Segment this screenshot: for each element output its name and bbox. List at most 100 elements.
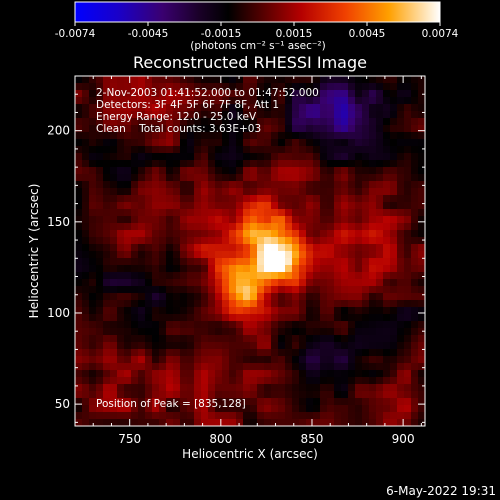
heatmap-cell: [110, 321, 118, 329]
heatmap-cell: [180, 384, 188, 392]
heatmap-cell: [404, 223, 412, 231]
heatmap-cell: [355, 223, 363, 231]
heatmap-cell: [138, 111, 146, 119]
heatmap-cell: [397, 181, 405, 189]
heatmap-cell: [145, 181, 153, 189]
heatmap-cell: [187, 244, 195, 252]
heatmap-cell: [194, 398, 202, 406]
heatmap-cell: [117, 391, 125, 399]
heatmap-cell: [355, 167, 363, 175]
heatmap-cell: [390, 209, 398, 217]
heatmap-cell: [166, 412, 174, 420]
heatmap-cell: [285, 97, 293, 105]
heatmap-cell: [222, 125, 230, 133]
heatmap-cell: [320, 356, 328, 364]
heatmap-cell: [327, 202, 335, 210]
heatmap-cell: [180, 391, 188, 399]
heatmap-cell: [271, 188, 279, 196]
heatmap-cell: [75, 188, 83, 196]
heatmap-cell: [138, 384, 146, 392]
heatmap-cell: [257, 139, 265, 147]
heatmap-cell: [271, 174, 279, 182]
heatmap-cell: [292, 251, 300, 259]
heatmap-cell: [376, 286, 384, 294]
heatmap-cell: [369, 335, 377, 343]
heatmap-cell: [229, 111, 237, 119]
heatmap-cell: [327, 125, 335, 133]
heatmap-cell: [208, 223, 216, 231]
heatmap-cell: [110, 83, 118, 91]
heatmap-cell: [404, 272, 412, 280]
heatmap-cell: [82, 195, 90, 203]
heatmap-cell: [124, 349, 132, 357]
heatmap-cell: [404, 181, 412, 189]
heatmap-cell: [404, 195, 412, 203]
heatmap-cell: [124, 118, 132, 126]
heatmap-cell: [201, 370, 209, 378]
colorbar-tick-label: 0.0045: [349, 28, 386, 40]
heatmap-cell: [397, 76, 405, 84]
heatmap-cell: [383, 314, 391, 322]
heatmap-cell: [96, 118, 104, 126]
heatmap-cell: [404, 125, 412, 133]
heatmap-cell: [320, 279, 328, 287]
heatmap-cell: [194, 167, 202, 175]
heatmap-cell: [75, 293, 83, 301]
heatmap-cell: [376, 349, 384, 357]
heatmap-cell: [180, 279, 188, 287]
heatmap-cell: [278, 384, 286, 392]
heatmap-cell: [110, 153, 118, 161]
heatmap-cell: [243, 293, 251, 301]
heatmap-cell: [89, 293, 97, 301]
heatmap-cell: [103, 370, 111, 378]
heatmap-cell: [222, 174, 230, 182]
heatmap-cell: [96, 258, 104, 266]
heatmap-cell: [82, 237, 90, 245]
heatmap-cell: [313, 153, 321, 161]
heatmap-cell: [278, 419, 286, 426]
heatmap-cell: [82, 188, 90, 196]
heatmap-cell: [278, 265, 286, 273]
heatmap-cell: [334, 377, 342, 385]
heatmap-cell: [299, 132, 307, 140]
heatmap-cell: [327, 111, 335, 119]
heatmap-cell: [187, 160, 195, 168]
heatmap-cell: [124, 230, 132, 238]
heatmap-cell: [173, 83, 181, 91]
heatmap-cell: [418, 76, 425, 84]
heatmap-cell: [222, 419, 230, 426]
heatmap-cell: [117, 146, 125, 154]
heatmap-cell: [348, 391, 356, 399]
heatmap-cell: [215, 153, 223, 161]
heatmap-cell: [264, 328, 272, 336]
heatmap-cell: [376, 384, 384, 392]
heatmap-cell: [243, 216, 251, 224]
heatmap-cell: [320, 265, 328, 273]
heatmap-cell: [376, 279, 384, 287]
heatmap-cell: [327, 104, 335, 112]
heatmap-cell: [145, 356, 153, 364]
heatmap-cell: [264, 146, 272, 154]
heatmap-cell: [89, 153, 97, 161]
heatmap-cell: [278, 258, 286, 266]
heatmap-cell: [229, 90, 237, 98]
heatmap-cell: [348, 321, 356, 329]
heatmap-cell: [348, 356, 356, 364]
heatmap-cell: [299, 370, 307, 378]
heatmap-cell: [355, 195, 363, 203]
heatmap-cell: [250, 160, 258, 168]
heatmap-cell: [229, 321, 237, 329]
heatmap-cell: [250, 300, 258, 308]
heatmap-cell: [208, 314, 216, 322]
heatmap-cell: [299, 405, 307, 413]
heatmap-cell: [145, 230, 153, 238]
heatmap-cell: [264, 349, 272, 357]
heatmap-cell: [264, 293, 272, 301]
heatmap-cell: [243, 188, 251, 196]
heatmap-cell: [278, 251, 286, 259]
heatmap-cell: [327, 412, 335, 420]
heatmap-cell: [208, 139, 216, 147]
heatmap-cell: [383, 419, 391, 426]
heatmap-cell: [341, 363, 349, 371]
heatmap-cell: [390, 188, 398, 196]
